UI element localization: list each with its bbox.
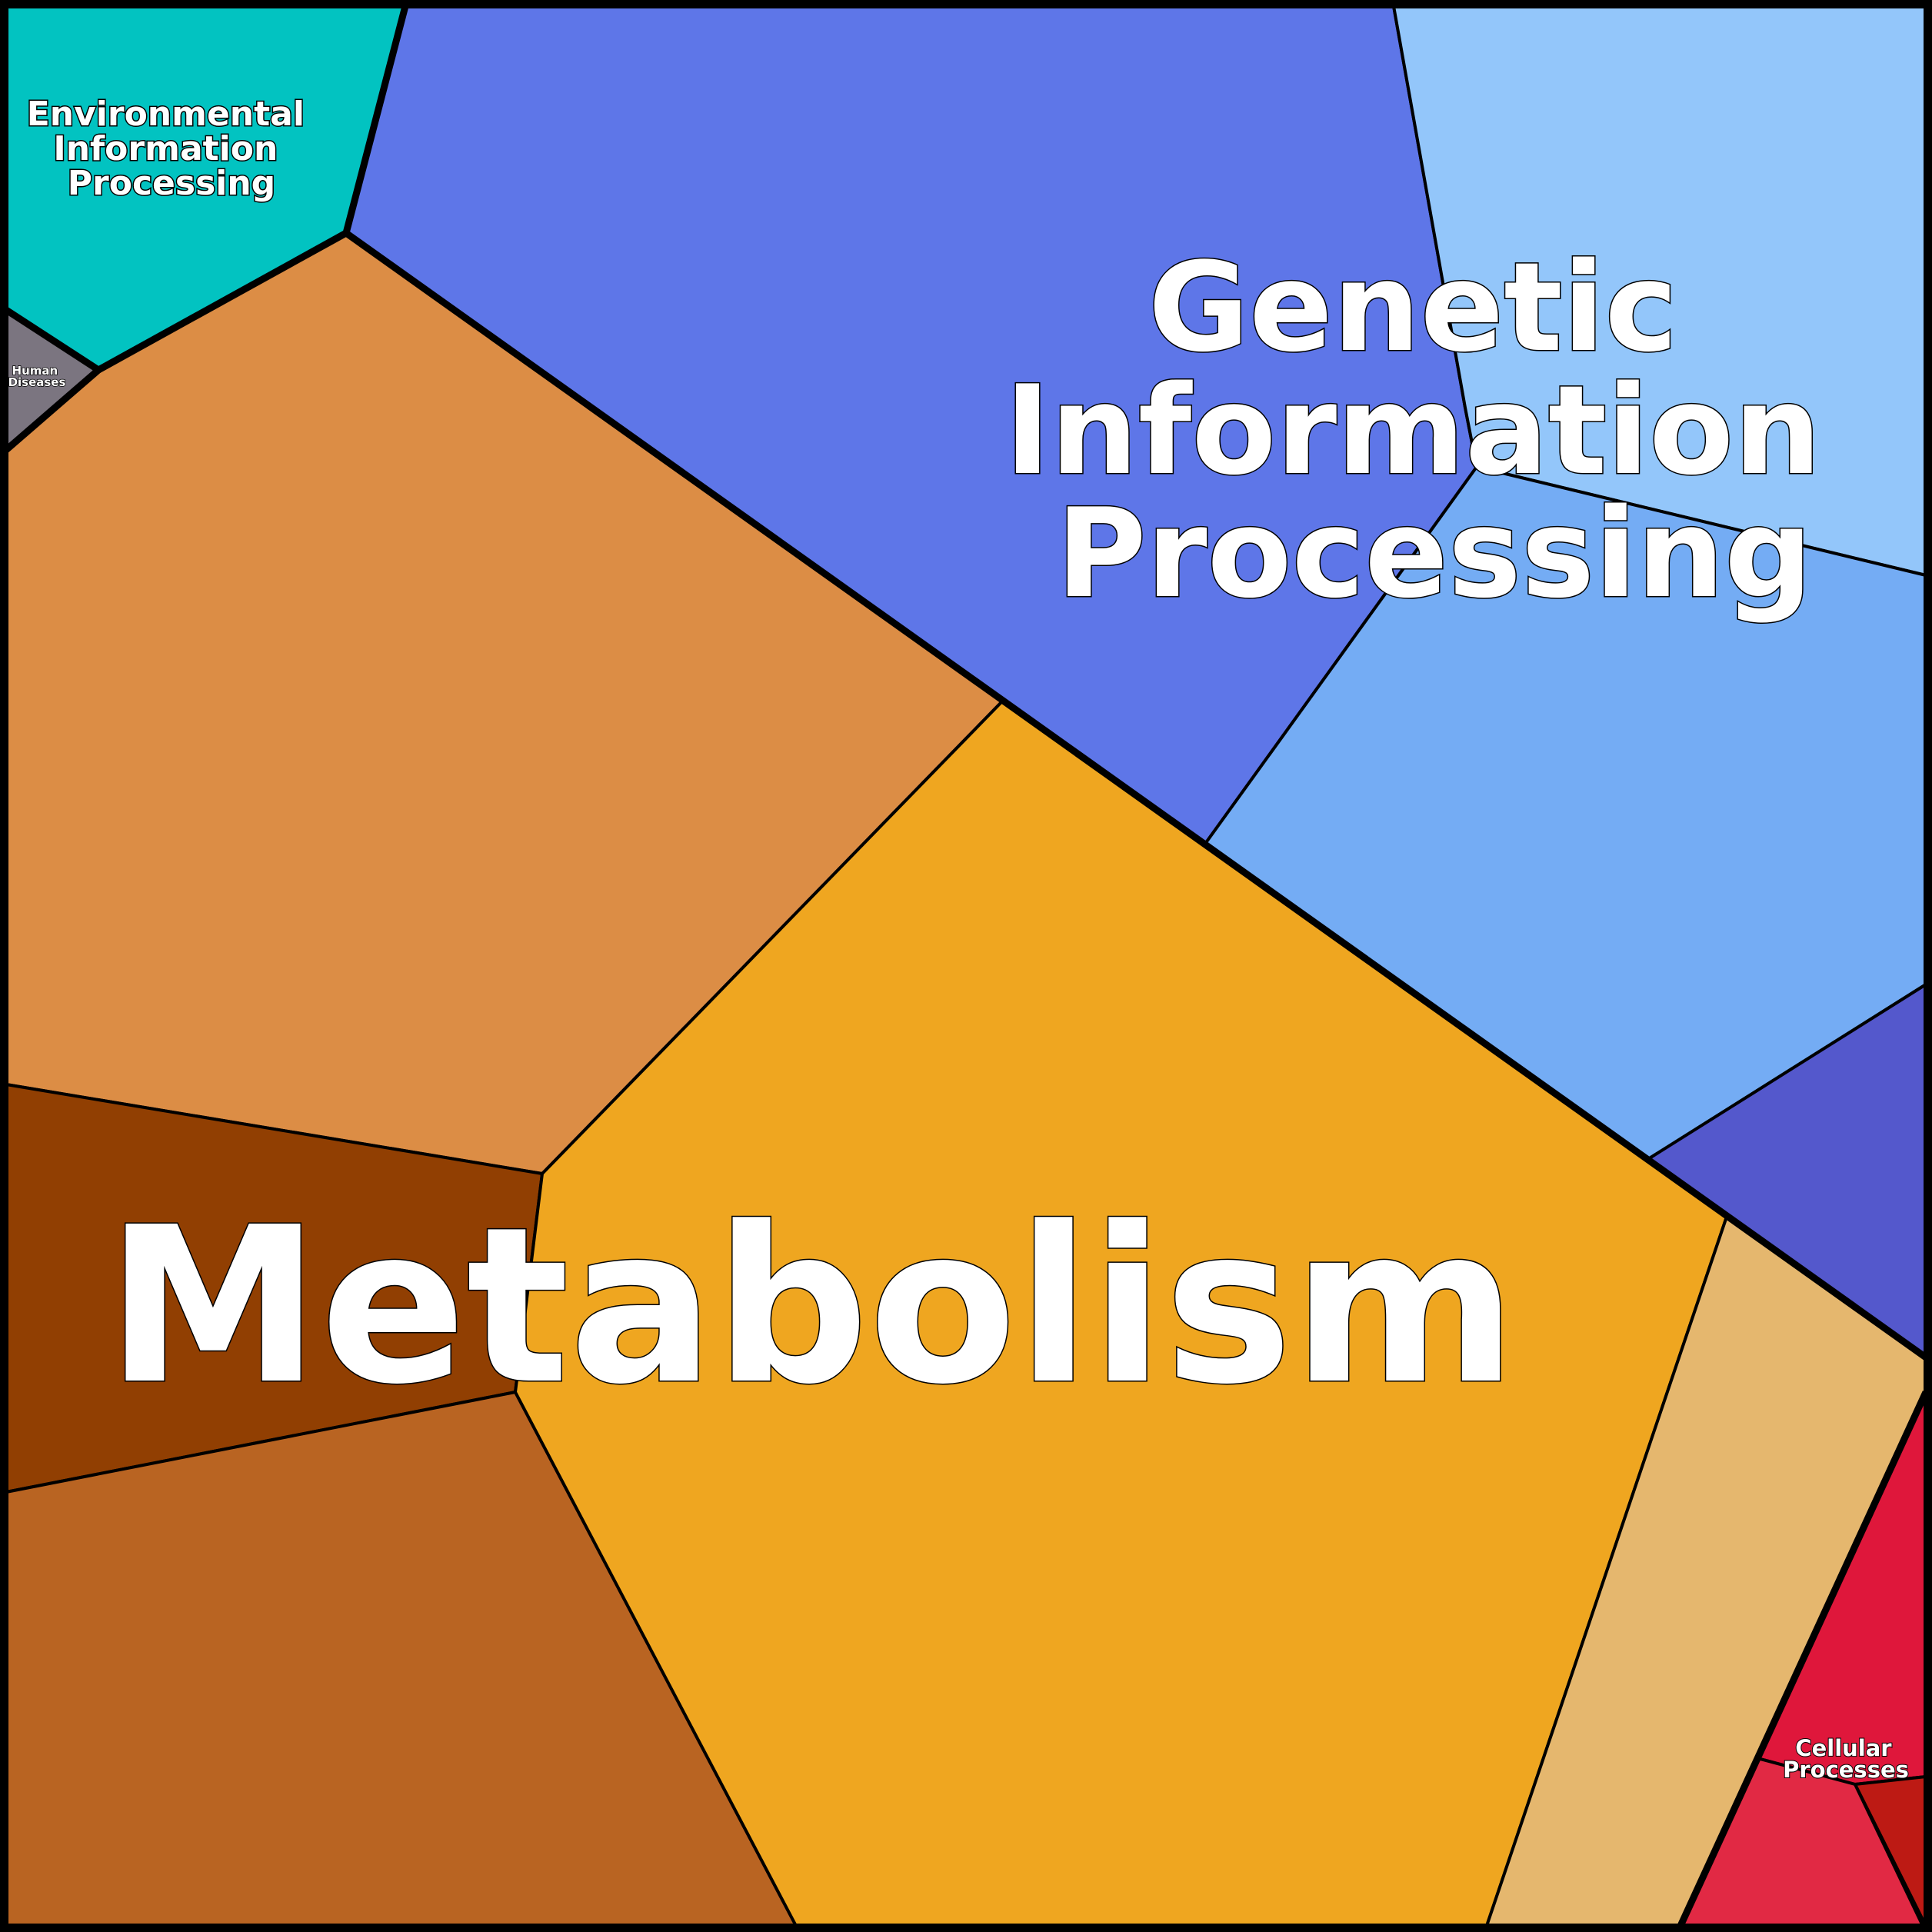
label-metabolism: Metabolism [106, 1181, 1517, 1432]
label-environmental: Environmental Information Processing [27, 95, 317, 203]
label-cellular: Cellular Processes [1783, 1735, 1909, 1783]
group-boundary [344, 230, 1928, 1361]
group-boundary [4, 5, 409, 374]
label-genetic: Genetic Information Processing [1004, 235, 1864, 625]
label-human-diseases: Human Diseases [8, 364, 66, 389]
group-boundary [1677, 1391, 1930, 1927]
group-boundary [4, 367, 101, 453]
